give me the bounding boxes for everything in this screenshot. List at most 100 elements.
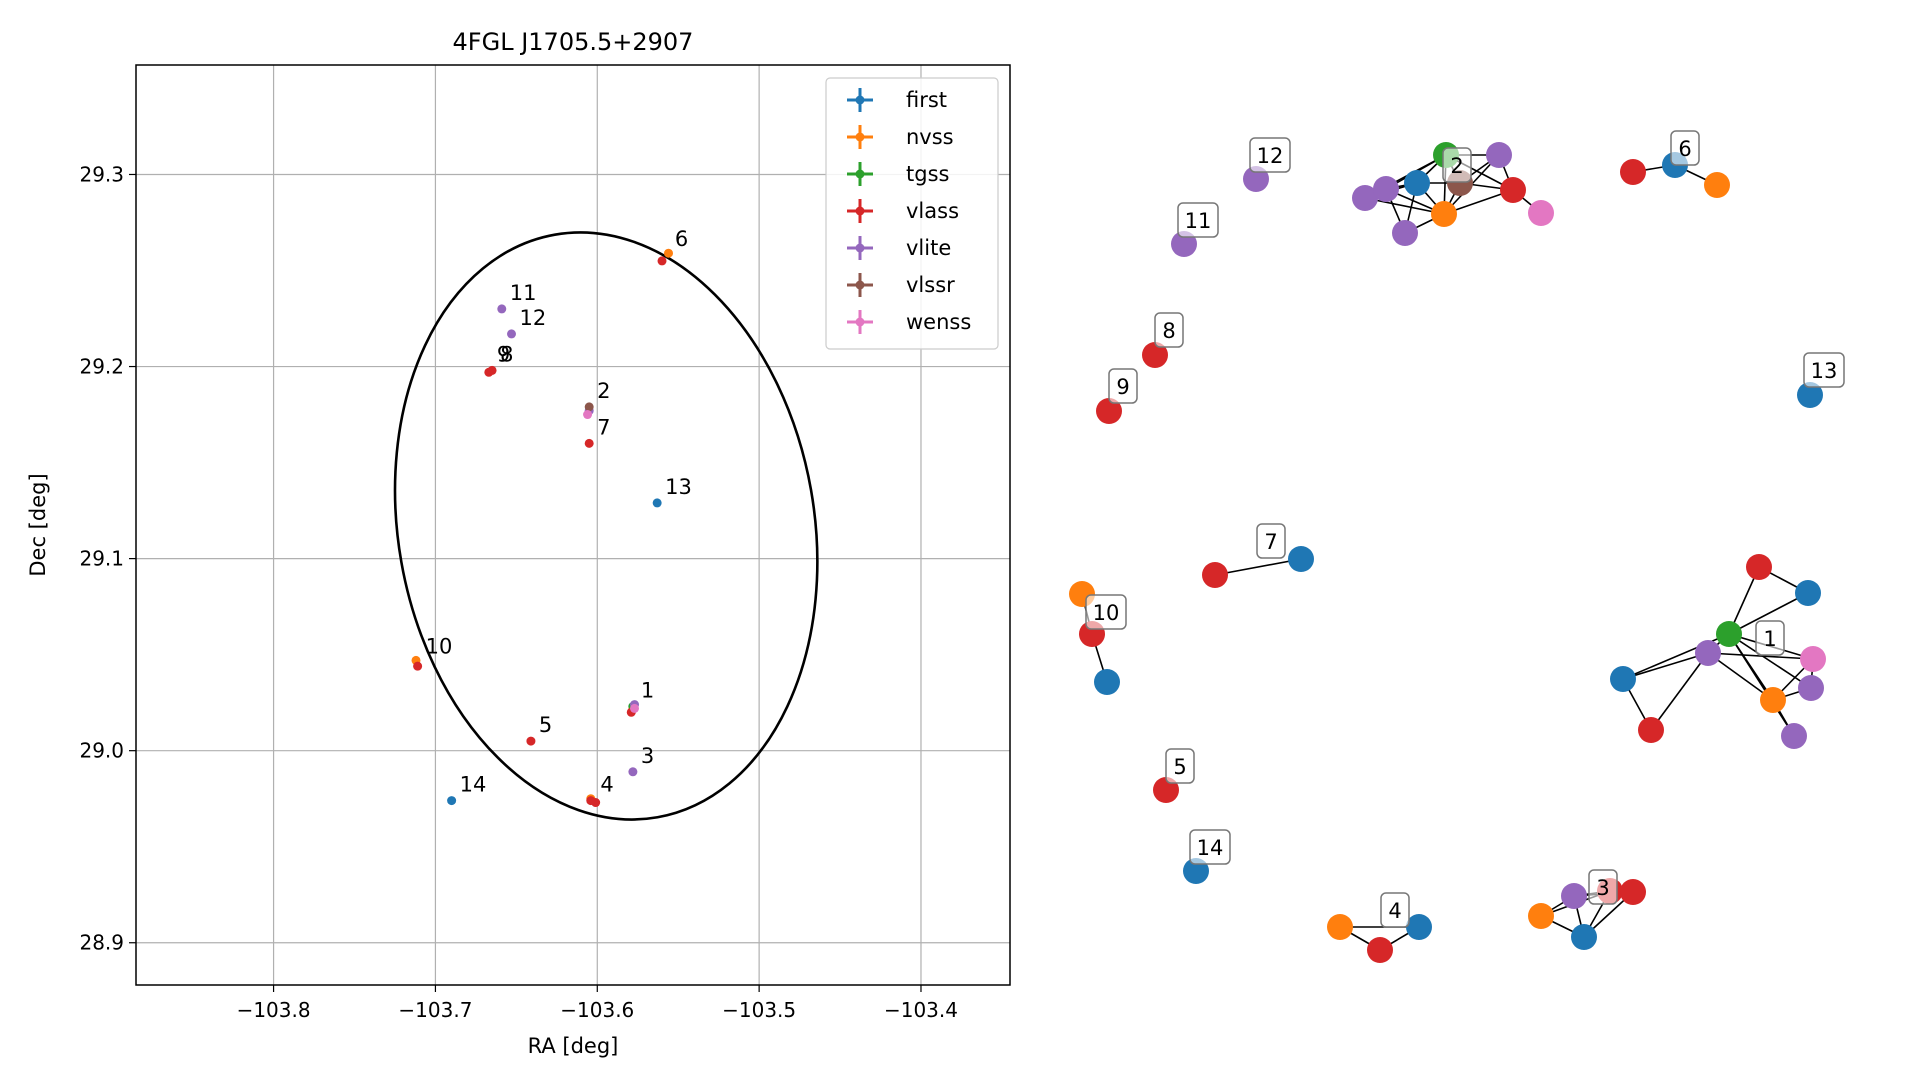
network-node-tgss <box>1716 621 1742 647</box>
network-label-13: 13 <box>1811 359 1838 383</box>
x-ticks: −103.8 −103.7 −103.6 −103.5 −103.4 <box>237 985 958 1022</box>
legend: first nvss tgss vlass vlite vlssr wenss <box>825 77 999 350</box>
error-ellipse-layer <box>393 231 819 821</box>
network-panel: 12 11 2 6 8 9 13 7 10 1 5 14 4 3 <box>1069 130 1845 963</box>
network-edge <box>1707 652 1774 701</box>
point-annotation: 11 <box>510 281 537 305</box>
point-vlite <box>506 329 516 339</box>
point-annotation: 12 <box>519 306 546 330</box>
point-annotation: 14 <box>460 773 487 797</box>
y-ticks: 28.9 29.0 29.1 29.2 29.3 <box>79 162 136 955</box>
network-edge <box>1214 558 1302 576</box>
point-annotation: 4 <box>600 773 613 797</box>
network-edge <box>1622 652 1709 680</box>
network-node-first <box>1797 382 1823 408</box>
point-annotation: 9 <box>497 342 510 366</box>
y-tick-label: 29.3 <box>79 162 124 186</box>
point-vlssr <box>584 402 594 412</box>
point-nvss <box>663 248 673 258</box>
network-label-14: 14 <box>1197 836 1224 860</box>
x-tick-label: −103.7 <box>398 998 472 1022</box>
legend-marker-dot <box>855 280 865 290</box>
network-node-first <box>1094 669 1120 695</box>
network-label-box <box>1154 312 1184 348</box>
legend-label-nvss: nvss <box>906 125 954 149</box>
legend-label-first: first <box>906 88 947 112</box>
x-tick-label: −103.6 <box>560 998 634 1022</box>
network-label-box <box>1256 523 1286 559</box>
network-edge <box>1707 652 1814 660</box>
point-first <box>447 796 457 806</box>
point-vlass <box>484 367 494 377</box>
legend-marker-dot <box>855 317 865 327</box>
x-tick-label: −103.8 <box>237 998 311 1022</box>
legend-marker-dot <box>855 206 865 216</box>
network-node-vlass <box>1202 562 1228 588</box>
network-node-wenss <box>1800 646 1826 672</box>
network-label-9: 9 <box>1116 375 1129 399</box>
network-label-1: 1 <box>1763 627 1776 651</box>
point-annotation: 13 <box>665 475 692 499</box>
network-node-nvss <box>1327 914 1353 940</box>
legend-marker-dot <box>855 243 865 253</box>
network-label-8: 8 <box>1162 319 1175 343</box>
point-vlass <box>586 796 596 806</box>
axes-frame <box>135 64 1011 986</box>
error-ellipse <box>393 231 819 821</box>
y-tick-label: 29.2 <box>79 355 124 379</box>
network-node-vlite <box>1561 883 1587 909</box>
y-tick-label: 29.0 <box>79 739 124 763</box>
point-annotation: 8 <box>500 342 513 366</box>
points-layer <box>411 248 673 808</box>
scatter-panel: −103.8 −103.7 −103.6 −103.5 −103.4 28.929.02… <box>26 28 1011 1058</box>
network-label-box <box>1442 147 1472 183</box>
x-tick-label: −103.4 <box>884 998 958 1022</box>
legend-label-tgss: tgss <box>906 162 949 186</box>
legend-label-vlite: vlite <box>906 236 951 260</box>
point-vlass <box>657 256 667 266</box>
point-vlite <box>628 767 638 777</box>
legend-marker-dot <box>855 169 865 179</box>
network-node-first <box>1406 914 1432 940</box>
network-node-vlass <box>1096 398 1122 424</box>
network-label-box <box>1189 829 1231 865</box>
network-label-12: 12 <box>1257 144 1284 168</box>
network-labels: 12 11 2 6 8 9 13 7 10 1 5 14 4 3 <box>1085 130 1845 928</box>
point-annotation: 10 <box>426 634 453 658</box>
network-node-vlass <box>1638 717 1664 743</box>
network-label-box <box>1249 137 1291 173</box>
point-annotation: 6 <box>675 227 688 251</box>
network-label-2: 2 <box>1450 154 1463 178</box>
point-wenss <box>583 410 593 420</box>
network-label-box <box>1803 352 1845 388</box>
point-vlass <box>584 438 594 448</box>
network-node-nvss <box>1528 903 1554 929</box>
network-node-vlass <box>1620 159 1646 185</box>
network-node-first <box>1288 546 1314 572</box>
network-label-10: 10 <box>1093 601 1120 625</box>
network-node-wenss <box>1528 200 1554 226</box>
network-label-6: 6 <box>1678 137 1691 161</box>
x-tick-label: −103.5 <box>722 998 796 1022</box>
network-node-first <box>1404 170 1430 196</box>
network-node-first <box>1795 580 1821 606</box>
network-label-box <box>1108 368 1138 404</box>
point-vlite <box>497 304 507 314</box>
legend-label-wenss: wenss <box>906 310 971 334</box>
chart-title: 4FGL J1705.5+2907 <box>453 28 694 56</box>
y-axis-label: Dec [deg] <box>26 473 50 576</box>
point-vlass <box>413 661 423 671</box>
point-annotation: 5 <box>539 713 552 737</box>
legend-label-vlass: vlass <box>906 199 959 223</box>
point-annotation: 7 <box>597 415 610 439</box>
point-annotation: 1 <box>641 679 654 703</box>
network-edge <box>1650 652 1709 731</box>
point-annotation: 2 <box>597 379 610 403</box>
network-node-vlite <box>1695 640 1721 666</box>
network-edge <box>1364 197 1445 215</box>
legend-marker-dot <box>855 132 865 142</box>
legend-box <box>825 77 999 350</box>
network-node-vlite <box>1486 142 1512 168</box>
network-node-vlass <box>1500 177 1526 203</box>
